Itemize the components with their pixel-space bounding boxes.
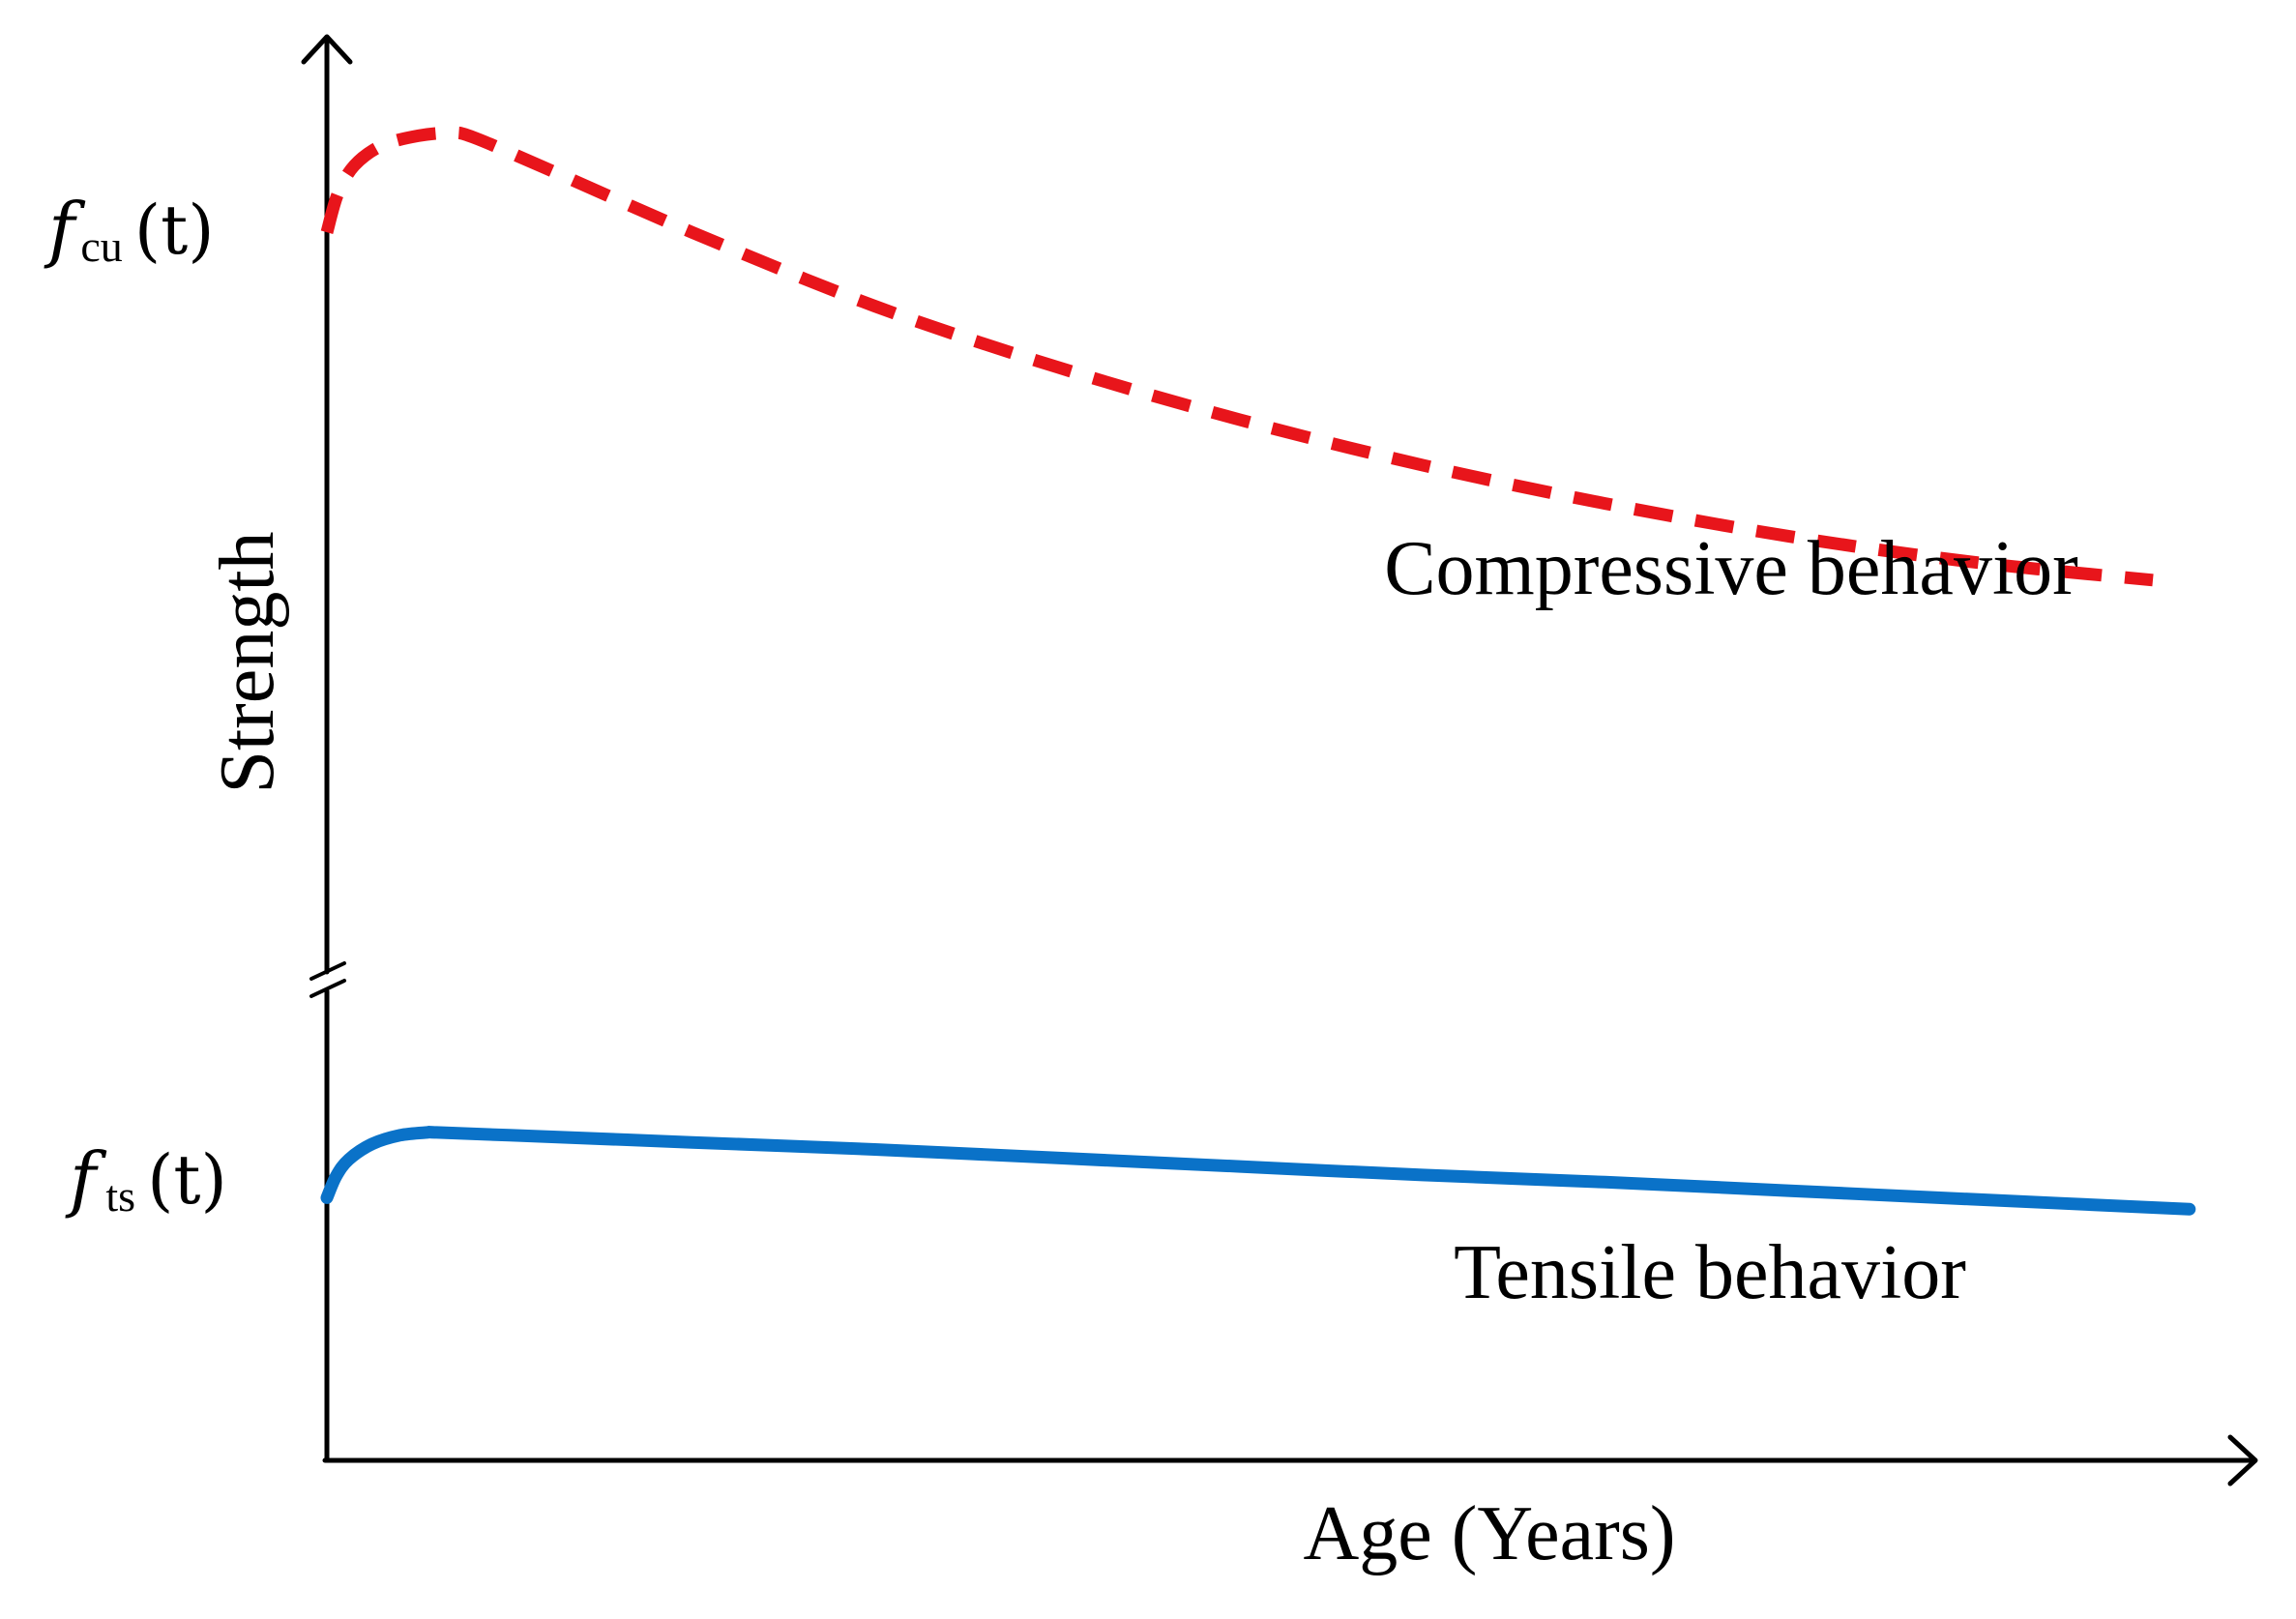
series-line-compressive [320,126,2154,587]
series-label-compressive: Compressive behavior [1384,526,2078,611]
series-label-tensile: Tensile behavior [1454,1230,1966,1315]
x-axis-arrow-icon [2227,1434,2258,1487]
y-tick-label-compressive: f cu (t) [44,188,215,271]
y-tick-label-tensile: f ts (t) [65,1137,227,1221]
y-axis-arrow-icon [301,34,353,65]
axes [301,34,2258,1487]
y-axis-label: Strength [205,531,290,793]
axis-break-icon [309,961,346,998]
series-line-tensile [320,1126,2196,1216]
x-axis-label: Age (Years) [1303,1491,1675,1576]
